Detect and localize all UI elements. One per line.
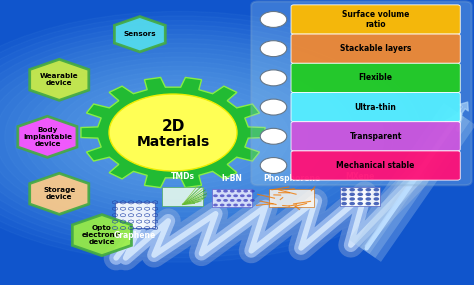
Circle shape [250, 199, 255, 202]
Text: Ultra-thin: Ultra-thin [355, 103, 397, 112]
Circle shape [260, 41, 287, 57]
Text: h-BN: h-BN [222, 174, 243, 182]
Circle shape [243, 199, 248, 202]
FancyBboxPatch shape [251, 1, 472, 185]
Circle shape [357, 193, 363, 196]
Circle shape [357, 197, 363, 201]
Circle shape [243, 190, 248, 193]
Circle shape [341, 193, 347, 196]
FancyBboxPatch shape [291, 34, 460, 63]
Circle shape [246, 203, 251, 206]
Circle shape [349, 197, 355, 201]
Text: Graphene: Graphene [114, 231, 156, 241]
Polygon shape [18, 116, 77, 157]
Circle shape [341, 202, 347, 205]
Circle shape [374, 193, 379, 196]
FancyBboxPatch shape [291, 63, 460, 92]
Text: Storage
device: Storage device [43, 188, 75, 200]
Circle shape [240, 194, 245, 197]
Circle shape [233, 194, 238, 197]
Circle shape [349, 193, 355, 196]
Text: Opto
electronic
device: Opto electronic device [82, 225, 122, 245]
Circle shape [341, 197, 347, 201]
Circle shape [217, 190, 221, 193]
Circle shape [220, 203, 225, 206]
Text: Wearable
device: Wearable device [40, 74, 79, 86]
Circle shape [246, 194, 251, 197]
Text: Stackable layers: Stackable layers [340, 44, 411, 53]
FancyBboxPatch shape [115, 202, 155, 228]
Circle shape [237, 190, 241, 193]
Circle shape [109, 94, 237, 171]
Circle shape [374, 202, 379, 205]
Circle shape [217, 199, 221, 202]
Circle shape [341, 188, 347, 192]
FancyBboxPatch shape [291, 92, 460, 122]
Text: Mechanical stable: Mechanical stable [337, 161, 415, 170]
Polygon shape [114, 17, 165, 52]
FancyBboxPatch shape [291, 151, 460, 180]
Circle shape [223, 190, 228, 193]
Text: Surface volume
ratio: Surface volume ratio [342, 10, 410, 29]
Circle shape [357, 202, 363, 205]
FancyBboxPatch shape [212, 189, 252, 207]
Circle shape [357, 188, 363, 192]
FancyBboxPatch shape [291, 5, 460, 34]
Circle shape [230, 199, 235, 202]
Text: TMDs: TMDs [171, 172, 194, 181]
Circle shape [223, 199, 228, 202]
Circle shape [213, 203, 218, 206]
Text: Materials: Materials [137, 135, 210, 150]
Circle shape [220, 194, 225, 197]
Circle shape [365, 193, 371, 196]
Polygon shape [30, 59, 89, 100]
Circle shape [260, 128, 287, 144]
FancyBboxPatch shape [340, 188, 380, 206]
FancyBboxPatch shape [162, 188, 203, 206]
Text: Sensors: Sensors [124, 31, 156, 37]
Circle shape [250, 190, 255, 193]
Circle shape [260, 158, 287, 174]
Text: Transparent: Transparent [349, 132, 402, 141]
Text: 2D: 2D [161, 119, 185, 134]
Circle shape [227, 194, 231, 197]
Circle shape [365, 197, 371, 201]
Circle shape [230, 190, 235, 193]
Polygon shape [73, 215, 131, 256]
Circle shape [213, 194, 218, 197]
Text: MXene: MXene [346, 172, 375, 181]
Circle shape [233, 203, 238, 206]
Circle shape [260, 99, 287, 115]
Circle shape [349, 188, 355, 192]
Circle shape [240, 203, 245, 206]
Circle shape [260, 70, 287, 86]
Circle shape [260, 11, 287, 27]
Circle shape [365, 202, 371, 205]
FancyBboxPatch shape [291, 122, 460, 151]
Circle shape [374, 197, 379, 201]
Circle shape [237, 199, 241, 202]
Circle shape [365, 188, 371, 192]
Circle shape [227, 203, 231, 206]
Text: Flexible: Flexible [359, 73, 392, 82]
FancyBboxPatch shape [269, 189, 314, 207]
Text: Body
implantable
device: Body implantable device [23, 127, 72, 146]
Polygon shape [30, 173, 89, 214]
Text: Phosphorene: Phosphorene [263, 174, 320, 182]
Polygon shape [81, 78, 265, 188]
Circle shape [349, 202, 355, 205]
Circle shape [374, 188, 379, 192]
